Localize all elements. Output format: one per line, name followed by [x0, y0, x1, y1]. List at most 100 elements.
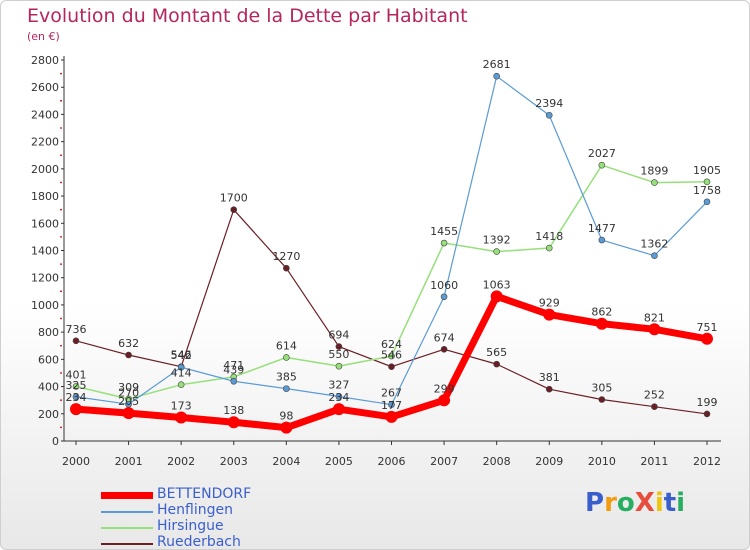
- y-tick-label: 200: [38, 408, 59, 421]
- y-tick-label: 1800: [31, 190, 59, 203]
- legend-item: Henflingen: [101, 502, 361, 519]
- logo-letter: i: [654, 488, 664, 518]
- y-minor-tick: [60, 426, 62, 429]
- logo-letter: t: [663, 488, 677, 518]
- y-minor-tick: [60, 290, 62, 293]
- data-point: [335, 362, 343, 370]
- proxiti-logo: ProXiti: [585, 488, 685, 518]
- data-label: 327: [328, 379, 349, 392]
- data-point: [125, 351, 132, 359]
- legend-label: BETTENDORF: [157, 486, 252, 502]
- data-point: [598, 236, 606, 244]
- y-tick-label: 1600: [31, 217, 59, 230]
- data-label: 614: [276, 339, 297, 352]
- data-point: [598, 396, 606, 403]
- data-point: [388, 352, 395, 360]
- chart-title: Evolution du Montant de la Dette par Hab…: [27, 5, 468, 27]
- data-label: 1455: [430, 225, 458, 238]
- data-point: [385, 410, 398, 423]
- data-label: 751: [697, 321, 718, 334]
- data-point: [490, 290, 503, 303]
- data-label: 471: [223, 359, 244, 372]
- data-label: 565: [486, 346, 507, 359]
- data-point: [332, 403, 345, 416]
- data-point: [70, 403, 82, 416]
- x-tick-label: 2001: [115, 455, 143, 468]
- data-label: 821: [644, 311, 665, 324]
- data-label: 1270: [272, 250, 300, 263]
- y-tick-label: 2600: [31, 81, 59, 94]
- data-label: 1899: [640, 165, 668, 178]
- data-point: [493, 360, 500, 368]
- logo-letter: X: [634, 488, 655, 518]
- y-minor-tick: [60, 399, 62, 402]
- y-tick-label: 1200: [31, 272, 59, 285]
- x-tick-label: 2012: [693, 455, 721, 468]
- data-label: 1063: [483, 278, 511, 291]
- y-tick-label: 0: [52, 435, 59, 448]
- data-point: [177, 381, 185, 388]
- y-tick-label: 1000: [31, 299, 59, 312]
- data-label: 138: [223, 404, 244, 417]
- data-label: 299: [434, 382, 455, 395]
- legend-item: Ruederbach: [101, 534, 361, 549]
- legend-swatch: [101, 543, 153, 545]
- y-tick-label: 2000: [31, 163, 59, 176]
- x-tick-label: 2006: [378, 455, 406, 468]
- data-label: 439: [223, 363, 244, 376]
- logo-letter: i: [676, 488, 686, 518]
- data-point: [122, 407, 135, 420]
- data-label: 177: [381, 399, 402, 412]
- data-point: [493, 248, 500, 255]
- y-minor-tick: [60, 344, 62, 347]
- data-point: [283, 264, 290, 272]
- y-tick-label: 1400: [31, 245, 59, 258]
- data-point: [651, 179, 658, 186]
- data-point: [72, 393, 80, 401]
- x-tick-label: 2002: [167, 455, 195, 468]
- data-point: [545, 111, 553, 119]
- data-label: 550: [328, 348, 349, 361]
- data-label: 736: [66, 323, 87, 336]
- data-label: 862: [591, 306, 612, 319]
- data-label: 401: [66, 368, 87, 381]
- y-tick-label: 2400: [31, 108, 59, 121]
- legend-swatch: [101, 511, 153, 513]
- data-point: [651, 403, 658, 411]
- data-point: [280, 421, 293, 434]
- series-line: [75, 209, 708, 415]
- data-label: 1362: [640, 238, 668, 251]
- y-tick-label: 400: [38, 381, 59, 394]
- data-label: 381: [539, 371, 560, 384]
- data-point: [335, 343, 343, 350]
- x-tick-label: 2009: [535, 455, 563, 468]
- data-label: 98: [279, 410, 293, 423]
- logo-letter: P: [585, 488, 605, 518]
- data-point: [703, 410, 711, 418]
- y-minor-tick: [60, 263, 62, 266]
- y-minor-tick: [60, 127, 62, 129]
- legend-item: BETTENDORF: [101, 486, 361, 503]
- x-tick-label: 2007: [430, 455, 458, 468]
- data-label: 305: [591, 381, 612, 394]
- data-label: 309: [118, 381, 139, 394]
- data-point: [701, 332, 713, 345]
- chart-subtitle: (en €): [27, 30, 60, 43]
- y-minor-tick: [60, 317, 62, 320]
- data-point: [545, 244, 553, 252]
- legend-swatch: [101, 492, 153, 499]
- data-label: 234: [66, 391, 87, 404]
- data-label: 929: [539, 297, 560, 310]
- data-label: 624: [381, 338, 402, 351]
- data-label: 1060: [430, 279, 458, 292]
- y-minor-tick: [60, 208, 62, 211]
- data-label: 632: [118, 337, 139, 350]
- x-tick-label: 2003: [220, 455, 248, 468]
- data-point: [388, 401, 395, 408]
- data-point: [230, 206, 238, 213]
- x-tick-label: 2000: [62, 455, 90, 468]
- data-label: 205: [118, 395, 139, 408]
- data-point: [227, 416, 240, 429]
- data-point: [703, 178, 711, 186]
